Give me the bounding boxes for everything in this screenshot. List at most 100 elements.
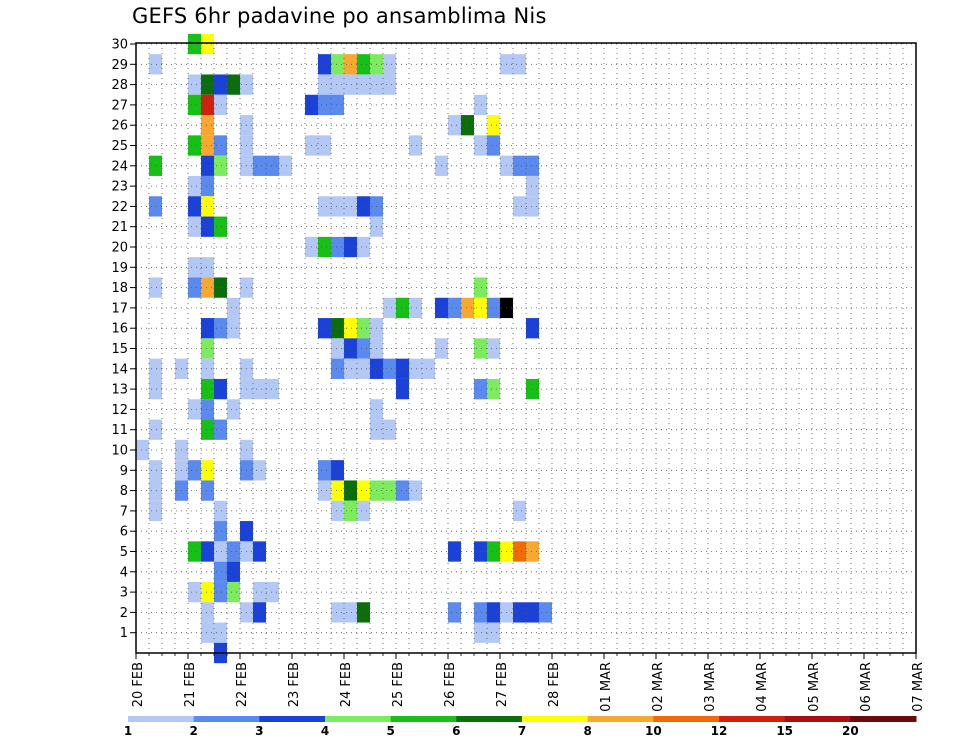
heatmap-cell <box>214 74 227 95</box>
heatmap-cell <box>227 399 240 420</box>
heatmap-cell <box>201 135 214 156</box>
heatmap-cell <box>409 480 422 501</box>
heatmap-cell <box>383 54 396 75</box>
heatmap-cell <box>487 541 500 562</box>
y-tick-label: 7 <box>120 504 128 519</box>
colorbar-segment <box>390 716 457 722</box>
heatmap-cell <box>188 175 201 197</box>
heatmap-cell <box>318 460 331 481</box>
heatmap-cell <box>383 419 396 440</box>
heatmap-cell <box>513 54 526 75</box>
heatmap-cell <box>487 622 500 643</box>
heatmap-cell <box>214 561 227 582</box>
y-tick-label: 4 <box>120 565 128 580</box>
heatmap-cell <box>357 318 370 339</box>
colorbar-label: 15 <box>776 724 793 738</box>
heatmap-cell <box>201 378 214 400</box>
heatmap-cell <box>396 480 409 501</box>
heatmap-cell <box>201 115 214 136</box>
y-tick-label: 29 <box>111 58 128 73</box>
heatmap-cell <box>253 541 266 562</box>
heatmap-cell <box>513 602 526 623</box>
heatmap-cell <box>201 74 214 95</box>
y-tick-label: 24 <box>111 159 128 174</box>
heatmap-cell <box>344 318 357 339</box>
y-tick-label: 21 <box>111 220 128 235</box>
heatmap-cell <box>383 358 396 379</box>
heatmap-cell <box>526 378 539 400</box>
heatmap-cell <box>331 358 344 379</box>
y-tick-label: 14 <box>111 362 128 377</box>
heatmap-cell <box>318 74 331 95</box>
heatmap-cell <box>149 378 162 400</box>
colorbar-label: 1 <box>124 724 132 738</box>
y-tick-label: 27 <box>111 98 128 113</box>
heatmap-cell <box>526 175 539 197</box>
heatmap-cell <box>344 602 357 623</box>
heatmap-cell <box>201 581 214 603</box>
y-tick-label: 6 <box>120 525 128 540</box>
heatmap-cell <box>318 480 331 501</box>
heatmap-cell <box>331 318 344 339</box>
y-tick-label: 26 <box>111 119 128 134</box>
heatmap-cell <box>253 155 266 176</box>
heatmap-cell <box>344 236 357 258</box>
colorbar-label: 12 <box>711 724 728 738</box>
heatmap-cell <box>513 155 526 176</box>
heatmap-cell <box>513 541 526 562</box>
colorbar-segment <box>325 716 392 722</box>
heatmap-cell <box>474 602 487 623</box>
x-tick-label: 22 FEB <box>235 662 250 707</box>
heatmap-cell <box>227 297 240 319</box>
heatmap-cell <box>344 54 357 75</box>
heatmap-cell <box>214 378 227 400</box>
y-tick-label: 23 <box>111 180 128 195</box>
colorbar-label: 7 <box>518 724 526 738</box>
y-tick-label: 2 <box>120 606 128 621</box>
x-tick-label: 25 FEB <box>391 662 406 707</box>
heatmap-cell <box>201 480 214 501</box>
heatmap-cell <box>214 155 227 176</box>
heatmap-cell <box>357 54 370 75</box>
heatmap-cell <box>318 318 331 339</box>
x-tick-label: 05 MAR <box>807 662 822 712</box>
heatmap-cell <box>201 277 214 298</box>
y-tick-label: 30 <box>111 38 128 53</box>
x-tick-label: 02 MAR <box>651 662 666 712</box>
heatmap-cell <box>253 378 266 400</box>
heatmap-cell <box>331 480 344 501</box>
heatmap-cell <box>318 196 331 217</box>
heatmap-cell <box>253 460 266 481</box>
heatmap-cell <box>357 480 370 501</box>
x-tick-label: 26 FEB <box>443 662 458 707</box>
colorbar-segment <box>128 716 195 722</box>
heatmap-cell <box>214 500 227 522</box>
heatmap-cell <box>188 94 201 116</box>
heatmap-cell <box>526 602 539 623</box>
heatmap-cell <box>474 94 487 116</box>
heatmap-cell <box>344 500 357 522</box>
x-tick-label: 20 FEB <box>131 662 146 707</box>
heatmap-cell <box>357 196 370 217</box>
heatmap-cell <box>188 257 201 278</box>
heatmap-cell <box>201 94 214 116</box>
heatmap-cell <box>448 541 461 562</box>
heatmap-cell <box>331 94 344 116</box>
heatmap-cell <box>461 297 474 319</box>
y-tick-label: 25 <box>111 139 128 154</box>
heatmap-cell <box>214 521 227 542</box>
heatmap-cell <box>201 33 214 55</box>
heatmap-cell <box>201 196 214 217</box>
heatmap-cell <box>448 602 461 623</box>
heatmap-cell <box>357 358 370 379</box>
heatmap-cell <box>357 74 370 95</box>
heatmap-cell <box>487 297 500 319</box>
x-tick-label: 03 MAR <box>703 662 718 712</box>
y-tick-label: 10 <box>111 444 128 459</box>
heatmap-cell <box>214 216 227 237</box>
heatmap-cell <box>357 338 370 359</box>
heatmap-cell <box>214 277 227 298</box>
heatmap-cell <box>357 500 370 522</box>
colorbar-segment <box>456 716 523 722</box>
